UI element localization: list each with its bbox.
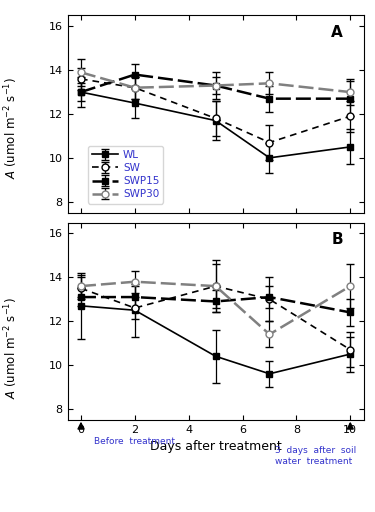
X-axis label: Days after treatment: Days after treatment [150, 440, 282, 453]
Text: $A$ (umol m$^{-2}$ s$^{-1}$): $A$ (umol m$^{-2}$ s$^{-1}$) [3, 297, 20, 399]
Text: B: B [332, 232, 343, 247]
Text: A: A [331, 25, 343, 40]
Text: $A$ (umol m$^{-2}$ s$^{-1}$): $A$ (umol m$^{-2}$ s$^{-1}$) [3, 77, 20, 179]
Legend: WL, SW, SWP15, SWP30: WL, SW, SWP15, SWP30 [87, 146, 164, 203]
Text: 3  days  after  soil
water  treatment: 3 days after soil water treatment [275, 446, 356, 465]
Text: Before  treatment: Before treatment [94, 437, 176, 446]
